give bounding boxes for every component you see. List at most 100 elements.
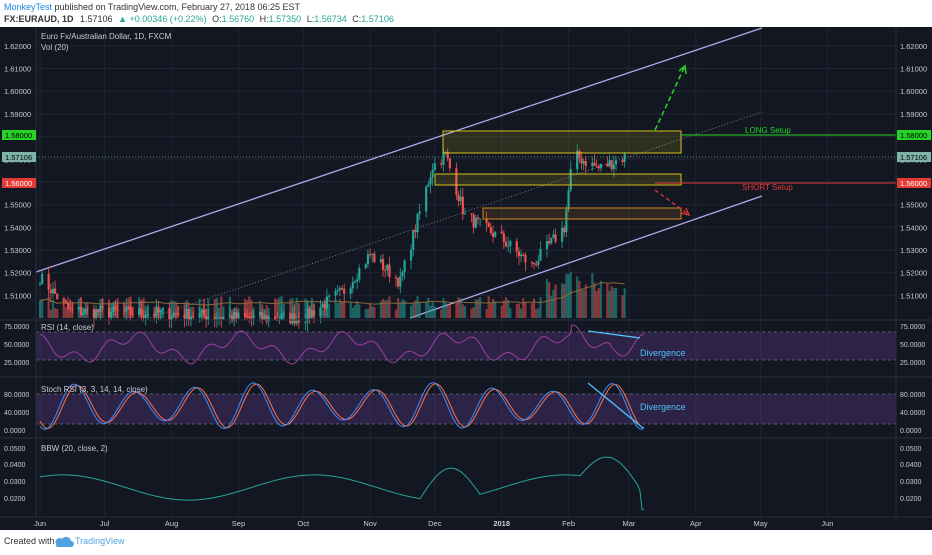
volume-bar	[351, 307, 354, 318]
time-axis-tick: Dec	[428, 519, 442, 528]
candle-body	[183, 314, 186, 319]
last-price: 1.57106	[80, 14, 113, 24]
volume-bar	[472, 306, 475, 318]
volume-bar	[403, 300, 406, 318]
candle-body	[459, 196, 462, 201]
volume-bar	[446, 305, 449, 318]
candle-body	[509, 241, 512, 246]
candle-body	[297, 319, 300, 323]
volume-bar	[328, 303, 331, 318]
candle-body	[168, 308, 171, 320]
candle-body	[394, 277, 398, 279]
volume-bar	[442, 298, 445, 318]
volume-bar	[448, 303, 451, 318]
last-badge-right	[897, 152, 931, 162]
low-value: 1.56734	[314, 14, 347, 24]
volume-bar	[274, 298, 277, 318]
volume-bar	[289, 299, 292, 318]
candle-body	[399, 276, 402, 287]
candle-body	[576, 150, 579, 170]
author-link[interactable]: MonkeyTest	[4, 2, 53, 12]
candle-body	[366, 254, 369, 265]
candle-body	[312, 310, 316, 316]
volume-bar	[64, 307, 67, 318]
candle-body	[51, 288, 55, 294]
resistance-zone-top	[442, 130, 682, 154]
candle-body	[461, 196, 464, 215]
candle-body	[125, 306, 128, 312]
price-axis-tick-right: 1.59000	[900, 110, 927, 119]
volume-bar	[552, 289, 555, 318]
candle-body	[621, 160, 624, 162]
candle-body	[474, 217, 477, 228]
candle-body	[77, 307, 80, 310]
candle-body	[140, 308, 143, 316]
long-setup-label: LONG Setup	[745, 126, 791, 135]
candle-body	[554, 234, 557, 242]
indicator-axis-tick-right: 0.0400	[900, 462, 922, 469]
candle-body	[524, 254, 527, 263]
volume-bar	[267, 308, 270, 318]
indicator-axis-tick-left: 75.0000	[4, 324, 29, 331]
candle-body	[304, 322, 307, 324]
volume-bar	[576, 276, 579, 318]
candle-body	[520, 254, 523, 257]
candle-body	[252, 315, 255, 318]
volume-bar	[366, 308, 369, 318]
volume-bar	[38, 300, 42, 318]
candle-body	[429, 177, 432, 185]
candle-body	[349, 288, 352, 294]
time-axis-tick: Jun	[34, 519, 46, 528]
chart-background	[0, 27, 932, 530]
header-line-1: MonkeyTest published on TradingView.com,…	[4, 2, 301, 12]
candle-body	[369, 254, 372, 256]
candle-body	[427, 184, 430, 187]
stoch-d-line	[39, 383, 645, 429]
candle-body	[248, 316, 251, 318]
candle-body	[146, 313, 149, 316]
candle-body	[323, 303, 326, 309]
volume-bar	[349, 301, 352, 318]
candle-body	[207, 317, 210, 321]
indicator-axis-tick-right: 80.0000	[900, 392, 925, 399]
candle-body	[504, 241, 508, 247]
candle-body	[351, 282, 354, 289]
volume-bar	[295, 297, 298, 318]
volume-bar	[51, 299, 55, 318]
candle-body	[56, 293, 59, 299]
candle-body	[397, 277, 400, 287]
volume-bar	[414, 300, 417, 318]
high-value: 1.57350	[269, 14, 302, 24]
grid-lines	[36, 28, 896, 517]
candle-body	[66, 302, 70, 309]
candle-body	[84, 308, 87, 314]
candle-body	[412, 230, 415, 250]
support-zone-middle	[434, 173, 682, 186]
candle-body	[371, 253, 374, 255]
volume-bar	[49, 309, 52, 318]
volume-bar	[394, 309, 398, 318]
short-badge-right	[897, 178, 931, 188]
candle-body	[69, 308, 72, 310]
candle-body	[343, 288, 346, 294]
footer-brand[interactable]: TradingView	[75, 536, 125, 546]
volume-bar	[246, 300, 249, 318]
candle-body	[455, 168, 458, 196]
candle-body	[548, 241, 551, 244]
candle-body	[295, 319, 298, 324]
candle-body	[54, 288, 57, 294]
candle-body	[591, 162, 594, 167]
candle-body	[127, 306, 130, 308]
candle-body	[463, 213, 467, 215]
volume-bar	[401, 299, 404, 318]
candle-body	[306, 308, 309, 323]
volume-bar	[250, 300, 253, 318]
candle-body	[205, 315, 208, 321]
rsi-divergence-label: Divergence	[640, 348, 686, 358]
candle-body	[319, 307, 322, 316]
candle-body	[170, 316, 173, 320]
candle-body	[235, 312, 238, 319]
candle-body	[217, 317, 221, 319]
volume-bar	[189, 306, 193, 318]
time-axis-tick: Sep	[232, 519, 245, 528]
